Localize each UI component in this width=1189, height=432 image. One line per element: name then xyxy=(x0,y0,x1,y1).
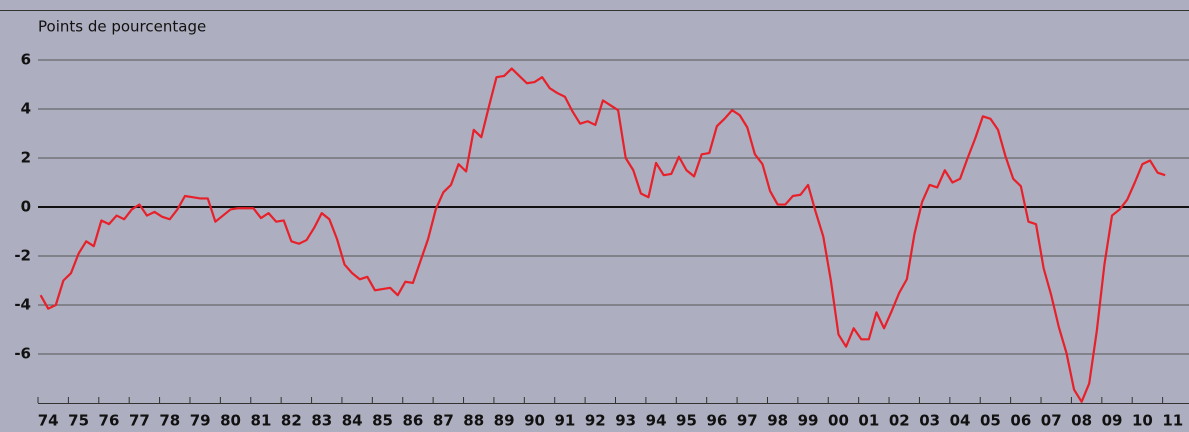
y-tick-label: -2 xyxy=(14,247,31,265)
data-line xyxy=(39,67,1166,403)
x-tick-label: 05 xyxy=(980,412,1001,430)
x-tick-label: 81 xyxy=(251,412,272,430)
x-tick-label: 90 xyxy=(524,412,545,430)
x-tick-label: 01 xyxy=(858,412,879,430)
x-tick-label: 77 xyxy=(129,412,150,430)
x-tick-label: 92 xyxy=(585,412,606,430)
x-tick-label: 75 xyxy=(68,412,89,430)
x-tick-label: 08 xyxy=(1071,412,1092,430)
x-tick-label: 96 xyxy=(706,412,727,430)
x-tick-label: 83 xyxy=(311,412,332,430)
y-tick-label: -4 xyxy=(14,296,31,314)
x-tick-label: 11 xyxy=(1162,412,1183,430)
x-tick-label: 82 xyxy=(281,412,302,430)
x-tick-label: 78 xyxy=(159,412,180,430)
x-tick-label: 03 xyxy=(919,412,940,430)
y-axis-label: Points de pourcentage xyxy=(38,18,206,36)
x-tick-label: 98 xyxy=(767,412,788,430)
x-tick-label: 84 xyxy=(342,412,363,430)
x-tick-label: 02 xyxy=(889,412,910,430)
x-tick-label: 10 xyxy=(1132,412,1153,430)
y-tick-label: 0 xyxy=(21,198,31,216)
x-tick-label: 86 xyxy=(402,412,423,430)
x-tick-label: 87 xyxy=(433,412,454,430)
y-tick-label: 2 xyxy=(21,149,31,167)
x-tick-label: 93 xyxy=(615,412,636,430)
x-tick-label: 74 xyxy=(38,412,59,430)
x-tick-label: 94 xyxy=(646,412,667,430)
x-tick-label: 89 xyxy=(494,412,515,430)
x-tick-label: 06 xyxy=(1010,412,1031,430)
x-tick-label: 91 xyxy=(554,412,575,430)
x-tick-label: 07 xyxy=(1041,412,1062,430)
x-tick-label: 79 xyxy=(190,412,211,430)
x-tick-label: 80 xyxy=(220,412,241,430)
x-tick-label: 97 xyxy=(737,412,758,430)
x-tick-label: 76 xyxy=(99,412,120,430)
x-tick-label: 04 xyxy=(950,412,971,430)
x-tick-label: 99 xyxy=(798,412,819,430)
x-tick-label: 95 xyxy=(676,412,697,430)
y-tick-label: -6 xyxy=(14,345,31,363)
y-tick-label: 4 xyxy=(21,100,31,118)
x-tick-label: 85 xyxy=(372,412,393,430)
x-tick-label: 00 xyxy=(828,412,849,430)
y-tick-label: 6 xyxy=(21,51,31,69)
x-tick-label: 88 xyxy=(463,412,484,430)
x-tick-label: 09 xyxy=(1102,412,1123,430)
